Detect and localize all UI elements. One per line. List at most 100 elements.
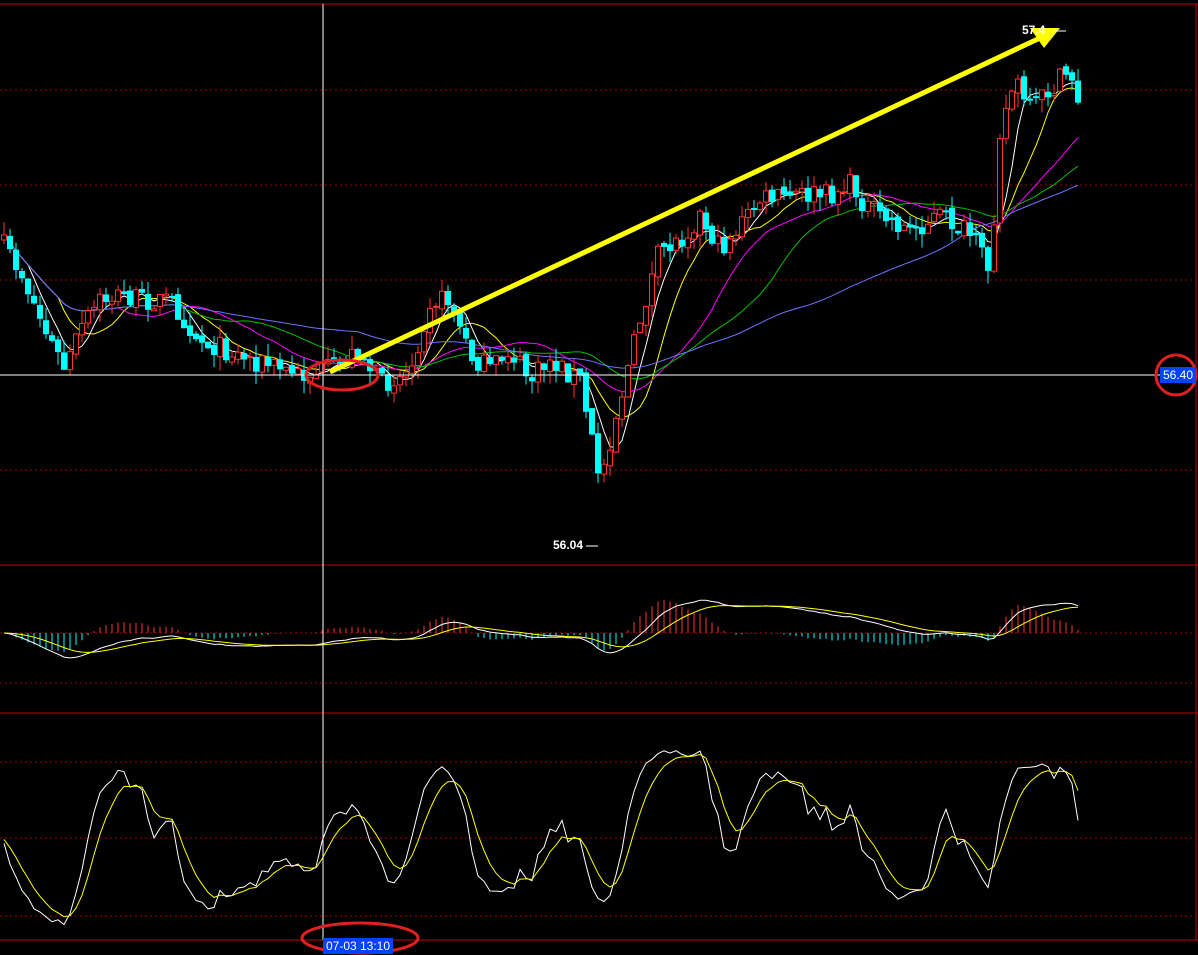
candle-body: [619, 396, 625, 420]
moving-average: [3, 165, 1079, 380]
candle-body: [1057, 68, 1063, 92]
candle-body: [1075, 80, 1081, 103]
candle-body: [553, 360, 559, 371]
candle-body: [415, 352, 421, 367]
candle-body: [781, 186, 787, 195]
candle-body: [487, 357, 493, 365]
candle-body: [25, 278, 31, 295]
candle-body: [931, 212, 937, 222]
candle-body: [475, 357, 481, 371]
candle-body: [523, 354, 529, 377]
price-tag: [1160, 367, 1196, 383]
overlay: 56.40 07-03 13:10 57.4 56.04: [0, 4, 1198, 955]
candle-body: [1063, 66, 1069, 75]
candle-body: [1021, 76, 1027, 100]
candle-body: [535, 361, 541, 383]
candle-body: [19, 270, 25, 279]
candle-body: [877, 202, 883, 212]
candle-body: [205, 341, 211, 349]
candle-body: [247, 356, 253, 359]
candle-body: [1027, 98, 1033, 101]
candle-body: [943, 210, 949, 213]
candle-body: [319, 362, 325, 373]
candle-body: [1009, 90, 1015, 110]
candle-body: [193, 333, 199, 340]
candle-body: [7, 235, 13, 250]
candle-body: [73, 333, 79, 355]
candle-body: [847, 174, 853, 194]
candle-body: [733, 235, 739, 240]
trend-arrow: [328, 35, 1042, 375]
highlight-circle: [304, 358, 380, 392]
macd-dea: [3, 605, 1079, 653]
candle-body: [871, 200, 877, 204]
candle-body: [889, 217, 895, 221]
candle-body: [265, 356, 271, 367]
candle-body: [709, 225, 715, 244]
candle-body: [109, 300, 115, 305]
candle-body: [337, 361, 343, 364]
candle-body: [559, 360, 565, 373]
candle-body: [793, 190, 799, 194]
candle-body: [253, 356, 259, 372]
candle-body: [601, 463, 607, 475]
candle-body: [157, 293, 163, 307]
candle-body: [31, 295, 37, 304]
candle-body: [571, 370, 577, 386]
candle-body: [841, 191, 847, 194]
candle-body: [421, 330, 427, 353]
candle-body: [1045, 91, 1051, 98]
candle-body: [667, 244, 673, 252]
candle-body: [607, 449, 613, 467]
candle-body: [79, 323, 85, 336]
candle-body: [589, 408, 595, 435]
candle-body: [1033, 96, 1039, 99]
candle-body: [199, 335, 205, 343]
candle-body: [241, 353, 247, 360]
candle-body: [433, 305, 439, 308]
candle-body: [67, 351, 73, 371]
candle-body: [673, 237, 679, 251]
candle-body: [979, 232, 985, 248]
kd-k: [3, 750, 1079, 926]
candle-body: [643, 305, 649, 326]
candle-body: [775, 189, 781, 201]
candle-body: [955, 230, 961, 234]
candle-body: [49, 335, 55, 341]
candle-body: [823, 184, 829, 195]
candle-body: [595, 433, 601, 474]
kd-d: [3, 753, 1079, 918]
candle-body: [925, 223, 931, 234]
crosshair-time: 07-03 13:10: [326, 939, 390, 953]
candle-body: [91, 306, 97, 311]
candle-body: [541, 363, 547, 371]
candle-body: [121, 291, 127, 295]
candle-body: [991, 224, 997, 272]
candle-body: [745, 209, 751, 219]
candle-body: [919, 227, 925, 235]
candle-body: [703, 212, 709, 230]
candle-body: [379, 367, 385, 374]
candle-body: [97, 293, 103, 311]
candle-body: [715, 235, 721, 245]
candle-body: [103, 294, 109, 302]
candle-body: [853, 175, 859, 198]
candle-body: [403, 371, 409, 378]
candle-body: [685, 237, 691, 249]
candle-body: [865, 200, 871, 212]
candle-body: [637, 322, 643, 333]
candle-body: [757, 202, 763, 210]
candle-body: [1, 234, 7, 241]
candle-body: [55, 339, 61, 353]
candle-body: [271, 358, 277, 366]
candle-body: [1069, 72, 1075, 81]
candle-body: [445, 291, 451, 306]
candle-body: [229, 356, 235, 363]
time-tag: [323, 938, 393, 954]
candle-body: [817, 188, 823, 198]
candle-body: [517, 355, 523, 360]
candle-body: [913, 226, 919, 229]
high-label: 57.4: [1022, 23, 1046, 37]
moving-average: [3, 184, 1079, 369]
